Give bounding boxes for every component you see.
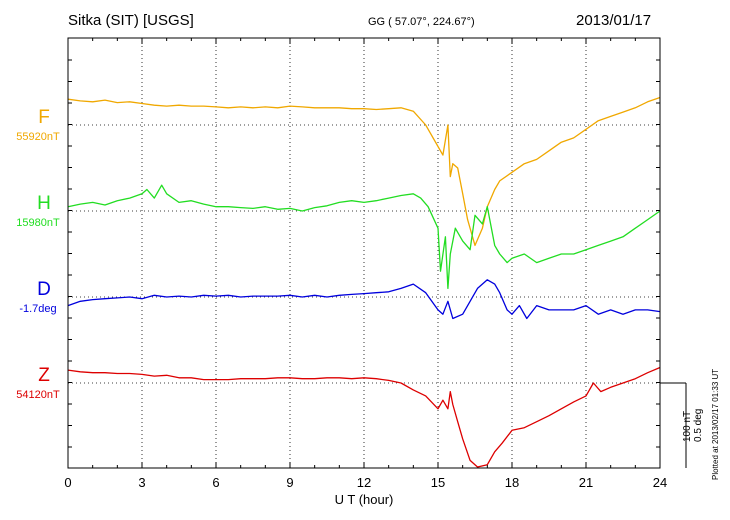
trace-z	[67, 366, 661, 468]
x-tick-label: 18	[505, 475, 519, 490]
trace-h	[67, 184, 661, 290]
scale-label-nt: 100 nT	[682, 411, 693, 442]
ticks	[67, 38, 661, 468]
baseline-label-h: 15980nT	[16, 217, 60, 229]
series-name-f: F	[38, 107, 50, 128]
x-tick-label: 24	[653, 475, 667, 490]
station-title: Sitka (SIT) [USGS]	[68, 12, 194, 29]
coordinates-label: GG ( 57.07°, 224.67°)	[368, 16, 475, 28]
labels: 0 3 6 9 12 15 18 21 24 U T (hour) F 55920nT H 15980nT…	[16, 107, 667, 507]
series-name-h: H	[37, 193, 51, 214]
x-tick-label: 15	[431, 475, 445, 490]
trace-d	[67, 279, 661, 320]
x-tick-label: 0	[64, 475, 71, 490]
series-name-d: D	[37, 279, 51, 300]
grid	[68, 38, 660, 468]
x-tick-label: 6	[212, 475, 219, 490]
trace-f	[67, 96, 661, 247]
series-name-z: Z	[38, 365, 50, 386]
scale-bar: 100 nT 0.5 deg	[660, 382, 704, 468]
x-tick-label: 9	[286, 475, 293, 490]
baseline-label-f: 55920nT	[16, 131, 60, 143]
date-label: 2013/01/17	[576, 12, 652, 29]
baseline-label-d: -1.7deg	[19, 303, 56, 315]
x-tick-label: 12	[357, 475, 371, 490]
x-tick-label: 21	[579, 475, 593, 490]
baseline-label-z: 54120nT	[16, 389, 60, 401]
x-tick-label: 3	[138, 475, 145, 490]
traces	[67, 96, 661, 468]
scale-label-deg: 0.5 deg	[693, 409, 704, 442]
x-axis-label: U T (hour)	[335, 492, 394, 507]
